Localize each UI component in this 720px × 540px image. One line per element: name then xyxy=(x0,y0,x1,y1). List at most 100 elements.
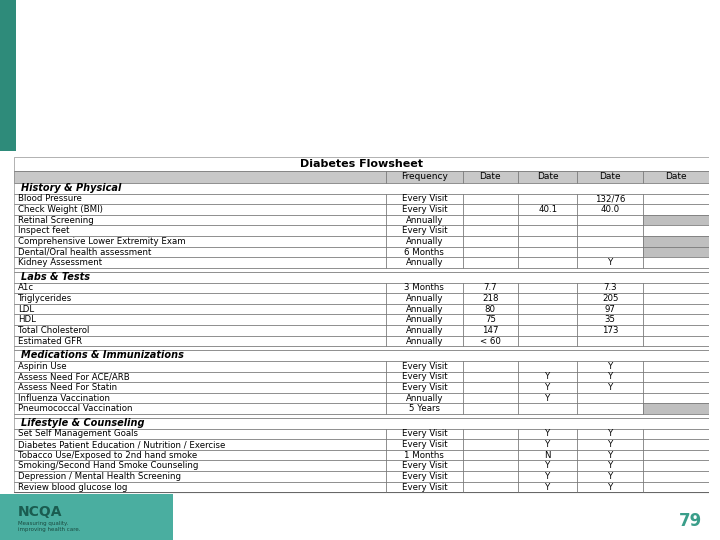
Bar xyxy=(14,361,386,372)
Bar xyxy=(577,325,643,336)
Bar xyxy=(462,336,518,346)
Bar xyxy=(14,171,386,183)
Bar xyxy=(14,268,709,272)
Bar xyxy=(518,258,577,268)
Bar xyxy=(643,204,709,215)
Bar xyxy=(462,403,518,414)
Bar xyxy=(643,372,709,382)
Bar xyxy=(577,314,643,325)
Bar xyxy=(577,393,643,403)
Bar xyxy=(386,193,462,204)
Text: Every Visit: Every Visit xyxy=(402,226,447,235)
Bar xyxy=(577,439,643,450)
Bar xyxy=(462,171,518,183)
Text: Y: Y xyxy=(608,429,613,438)
Bar xyxy=(643,293,709,304)
Bar xyxy=(643,236,709,247)
Bar xyxy=(462,282,518,293)
Bar xyxy=(386,226,462,236)
Bar xyxy=(577,471,643,482)
Text: 173: 173 xyxy=(602,326,618,335)
Text: Annually: Annually xyxy=(405,315,443,325)
Bar xyxy=(386,282,462,293)
Bar xyxy=(386,336,462,346)
Bar xyxy=(518,429,577,439)
Bar xyxy=(386,482,462,492)
Bar xyxy=(14,226,386,236)
Bar xyxy=(14,204,386,215)
Bar xyxy=(14,157,709,171)
Bar xyxy=(386,204,462,215)
Text: Pneumococcal Vaccination: Pneumococcal Vaccination xyxy=(18,404,132,413)
Bar xyxy=(643,193,709,204)
Bar xyxy=(518,372,577,382)
Bar xyxy=(518,471,577,482)
Bar xyxy=(518,325,577,336)
Bar xyxy=(386,325,462,336)
Bar xyxy=(643,226,709,236)
Bar xyxy=(462,361,518,372)
Bar xyxy=(14,193,386,204)
Bar xyxy=(386,293,462,304)
Bar xyxy=(643,382,709,393)
Bar xyxy=(386,382,462,393)
Bar xyxy=(462,382,518,393)
Bar xyxy=(577,471,643,482)
Bar xyxy=(462,226,518,236)
Text: 40.1: 40.1 xyxy=(538,205,557,214)
Bar xyxy=(462,429,518,439)
Bar xyxy=(462,393,518,403)
Bar xyxy=(577,304,643,314)
Text: 40.0: 40.0 xyxy=(600,205,620,214)
Bar xyxy=(577,450,643,461)
Bar xyxy=(518,304,577,314)
Bar xyxy=(518,193,577,204)
Bar xyxy=(14,236,386,247)
Bar xyxy=(643,293,709,304)
Bar xyxy=(643,336,709,346)
Text: LDL: LDL xyxy=(18,305,35,314)
Bar xyxy=(643,236,709,247)
Bar xyxy=(643,304,709,314)
Text: PCMH 3E, Factor 2: Example Diabetes
Flow Sheet: PCMH 3E, Factor 2: Example Diabetes Flow… xyxy=(80,43,640,102)
Bar xyxy=(462,461,518,471)
Text: N: N xyxy=(544,451,551,460)
Bar xyxy=(14,215,386,226)
Bar xyxy=(14,382,386,393)
Bar xyxy=(577,429,643,439)
Bar xyxy=(386,450,462,461)
Bar xyxy=(577,236,643,247)
Bar xyxy=(386,450,462,461)
Bar xyxy=(518,450,577,461)
Bar xyxy=(14,215,386,226)
Bar xyxy=(14,439,386,450)
Text: Y: Y xyxy=(545,429,550,438)
Bar xyxy=(643,461,709,471)
Bar xyxy=(643,471,709,482)
Bar xyxy=(462,461,518,471)
Bar xyxy=(14,461,386,471)
Bar xyxy=(14,236,386,247)
Bar xyxy=(386,336,462,346)
Bar xyxy=(14,258,386,268)
Bar xyxy=(577,204,643,215)
Text: Every Visit: Every Visit xyxy=(402,383,447,392)
Bar xyxy=(386,258,462,268)
Bar xyxy=(462,314,518,325)
Text: Labs & Tests: Labs & Tests xyxy=(22,272,90,282)
Bar xyxy=(462,325,518,336)
Bar xyxy=(14,282,386,293)
Text: Comprehensive Lower Extremity Exam: Comprehensive Lower Extremity Exam xyxy=(18,237,186,246)
Text: 79: 79 xyxy=(679,512,702,530)
Text: Depression / Mental Health Screening: Depression / Mental Health Screening xyxy=(18,472,181,481)
Bar xyxy=(643,403,709,414)
Bar xyxy=(518,439,577,450)
Bar xyxy=(386,382,462,393)
Bar xyxy=(14,461,386,471)
Bar xyxy=(577,325,643,336)
Bar xyxy=(518,482,577,492)
Bar xyxy=(643,314,709,325)
Text: Diabetes Flowsheet: Diabetes Flowsheet xyxy=(300,159,423,168)
Text: Y: Y xyxy=(608,461,613,470)
Bar xyxy=(386,361,462,372)
